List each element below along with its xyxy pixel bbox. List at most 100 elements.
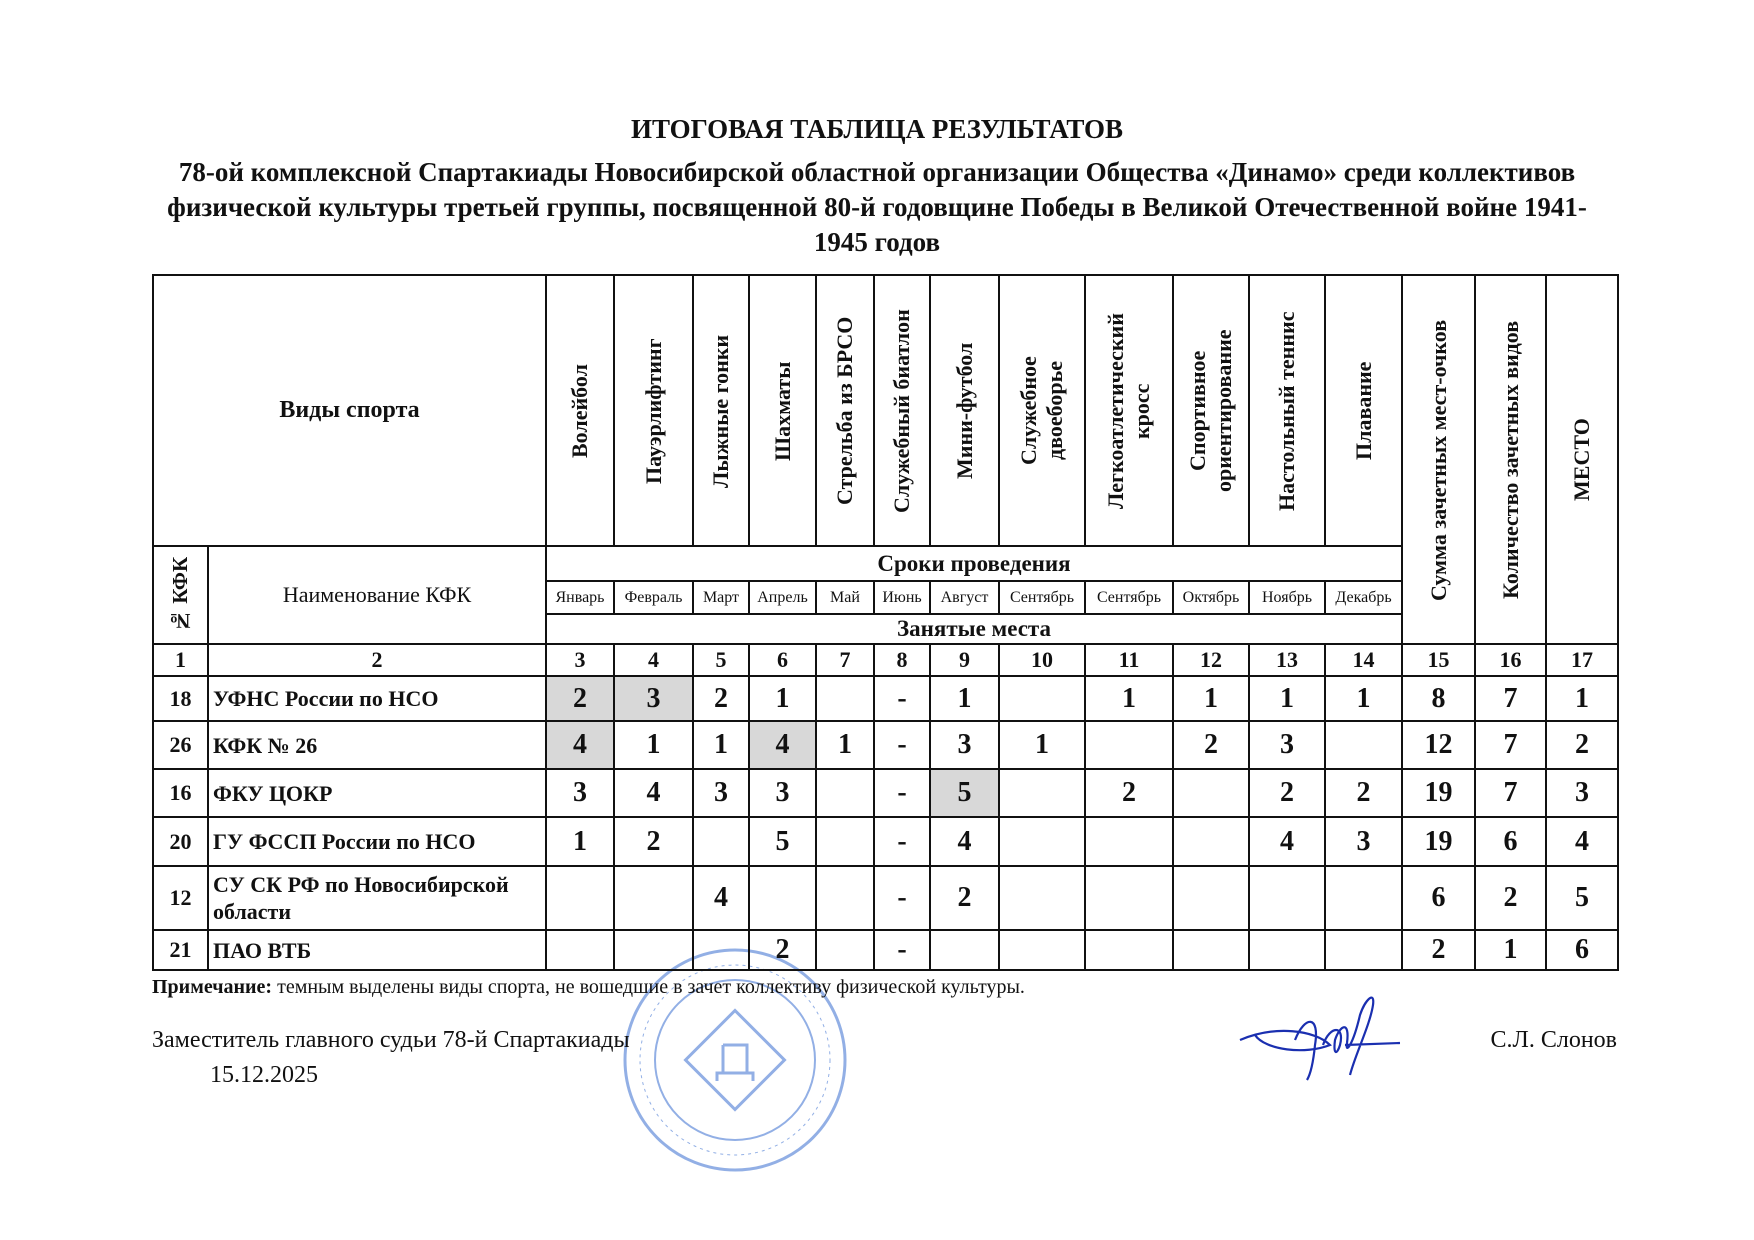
- column-number: 14: [1324, 643, 1403, 677]
- table-row: 21 ПАО ВТБ 2-2 1 6: [152, 929, 1619, 971]
- place-cell: [1084, 865, 1174, 931]
- sport-name: Стрельба из БРСО: [832, 316, 857, 505]
- place-cell: [998, 675, 1086, 722]
- sum-cell: 19: [1401, 768, 1476, 818]
- month-cell: Октябрь: [1172, 580, 1250, 615]
- count-header: Количество зачетных видов: [1474, 274, 1547, 645]
- kfk-number-label: № КФК: [168, 556, 192, 634]
- month-cell: Июнь: [873, 580, 931, 615]
- month-cell: Май: [815, 580, 875, 615]
- place-cell: 4: [1545, 816, 1619, 867]
- count-cell: 6: [1474, 816, 1547, 867]
- place-cell: 1: [1545, 675, 1619, 722]
- place-cell: [1172, 865, 1250, 931]
- place-cell: 2: [1084, 768, 1174, 818]
- place-cell: [1248, 929, 1326, 971]
- place-cell: [545, 929, 615, 971]
- place-cell: [998, 865, 1086, 931]
- place-cell: [815, 675, 875, 722]
- column-number: 7: [815, 643, 875, 677]
- place-cell: 4: [1248, 816, 1326, 867]
- place-cell: 2: [929, 865, 1000, 931]
- kfk-name: СУ СК РФ по Новосибирской области: [207, 865, 547, 931]
- sport-name: Спортивное ориентирование: [1185, 329, 1236, 492]
- place-cell: [1324, 929, 1403, 971]
- place-cell: -: [873, 675, 931, 722]
- place-cell: 1: [1084, 675, 1174, 722]
- place-cell: 3: [545, 768, 615, 818]
- place-cell: 4: [545, 720, 615, 770]
- sport-header: Служебное двоеборье: [998, 274, 1086, 547]
- place-cell: [815, 929, 875, 971]
- column-number: 15: [1401, 643, 1476, 677]
- place-cell: 4: [748, 720, 817, 770]
- place-cell: -: [873, 865, 931, 931]
- signer-name: С.Л. Слонов: [1490, 1027, 1617, 1053]
- kfk-name: УФНС России по НСО: [207, 675, 547, 722]
- place-cell: -: [873, 816, 931, 867]
- place-cell: 4: [613, 768, 694, 818]
- month-cell: Февраль: [613, 580, 694, 615]
- place-cell: 3: [748, 768, 817, 818]
- sum-cell: 6: [1401, 865, 1476, 931]
- column-number: 13: [1248, 643, 1326, 677]
- sport-name: Легкоатлетический кросс: [1103, 312, 1154, 509]
- column-number: 4: [613, 643, 694, 677]
- kfk-number: 16: [152, 768, 209, 818]
- table-row: 12 СУ СК РФ по Новосибирской области 4-2 6 2…: [152, 865, 1619, 931]
- sum-cell: 19: [1401, 816, 1476, 867]
- place-cell: [1172, 816, 1250, 867]
- place-cell: [998, 929, 1086, 971]
- count-cell: 1: [1474, 929, 1547, 971]
- column-number: 5: [692, 643, 750, 677]
- place-cell: 5: [929, 768, 1000, 818]
- kfk-number: 21: [152, 929, 209, 971]
- month-cell: Сентябрь: [1084, 580, 1174, 615]
- sport-name: Шахматы: [769, 360, 795, 461]
- sport-header: Шахматы: [748, 274, 817, 547]
- place-cell: 6: [1545, 929, 1619, 971]
- month-cell: Декабрь: [1324, 580, 1403, 615]
- footer: Заместитель главного судьи 78-й Спартаки…: [152, 1025, 1617, 1095]
- month-cell: Март: [692, 580, 750, 615]
- note: Примечание: темным выделены виды спорта,…: [152, 975, 1617, 999]
- place-cell: 2: [1545, 720, 1619, 770]
- document-subtitle: 78-ой комплексной Спартакиады Новосибирс…: [167, 157, 1587, 257]
- kfk-number: 18: [152, 675, 209, 722]
- place-cell: 1: [613, 720, 694, 770]
- kfk-name: ПАО ВТБ: [207, 929, 547, 971]
- place-cell: [1248, 865, 1326, 931]
- place-cell: 1: [929, 675, 1000, 722]
- place-cell: 2: [613, 816, 694, 867]
- place-cell: [1084, 720, 1174, 770]
- sport-name: Настольный теннис: [1274, 310, 1299, 511]
- column-number: 17: [1545, 643, 1619, 677]
- signer-position: Заместитель главного судьи 78-й Спартаки…: [152, 1027, 630, 1053]
- kfk-name: ГУ ФССП России по НСО: [207, 816, 547, 867]
- place-cell: 5: [1545, 865, 1619, 931]
- table-row: 26 КФК № 26 4 1 1 4 1-3 1 2 3 12 7 2: [152, 720, 1619, 770]
- kfk-name: КФК № 26: [207, 720, 547, 770]
- sport-name: Служебное двоеборье: [1016, 356, 1067, 465]
- sport-name: Лыжные гонки: [708, 333, 733, 488]
- kfk-number: 26: [152, 720, 209, 770]
- column-number: 12: [1172, 643, 1250, 677]
- sport-header: Плавание: [1324, 274, 1403, 547]
- column-number: 1: [152, 643, 209, 677]
- sport-name: Мини-футбол: [951, 342, 977, 479]
- count-cell: 7: [1474, 720, 1547, 770]
- sport-name: Плавание: [1350, 361, 1376, 460]
- kfk-name: ФКУ ЦОКР: [207, 768, 547, 818]
- place-cell: 3: [692, 768, 750, 818]
- sport-header: Мини-футбол: [929, 274, 1000, 547]
- sports-label: Виды спорта: [152, 274, 547, 547]
- place-cell: [692, 816, 750, 867]
- place-cell: 4: [692, 865, 750, 931]
- place-cell: [998, 816, 1086, 867]
- signature-icon: [1239, 996, 1401, 1081]
- table-row: 18 УФНС России по НСО 2 3 2 1-1 1 1 1 1 8 7 1: [152, 675, 1619, 722]
- column-number: 3: [545, 643, 615, 677]
- places-header: Занятые места: [545, 613, 1403, 645]
- schedule-header: Сроки проведения: [545, 545, 1403, 582]
- place-cell: 3: [1545, 768, 1619, 818]
